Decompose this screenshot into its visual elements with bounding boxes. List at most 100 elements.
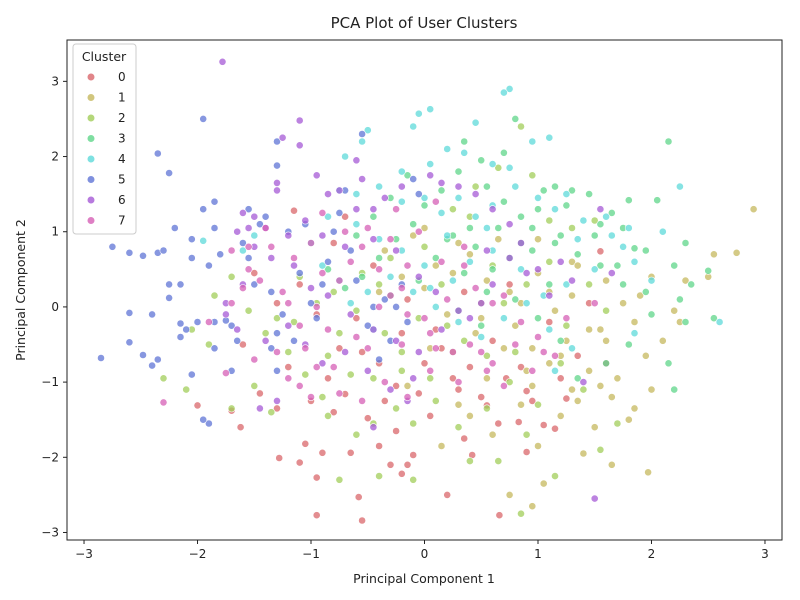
data-point <box>267 408 276 417</box>
data-point <box>585 325 593 334</box>
data-point <box>505 85 514 93</box>
data-point <box>630 244 639 253</box>
data-point <box>528 224 537 232</box>
data-point <box>159 374 168 383</box>
data-point <box>363 126 372 135</box>
data-point <box>562 321 571 330</box>
data-point <box>511 340 520 349</box>
data-point <box>624 415 633 424</box>
data-point <box>426 160 435 168</box>
data-point <box>499 291 508 300</box>
data-point <box>352 333 361 341</box>
data-point <box>528 246 537 255</box>
x-tick-label: 0 <box>421 547 429 561</box>
data-point <box>403 393 412 401</box>
data-point <box>139 251 147 260</box>
data-point <box>517 265 525 274</box>
data-point <box>409 419 418 428</box>
data-point <box>681 276 690 285</box>
data-point <box>295 280 304 289</box>
data-point <box>613 261 622 270</box>
data-point <box>295 381 304 390</box>
data-point <box>681 239 690 247</box>
data-point <box>454 193 463 202</box>
data-point <box>227 272 236 281</box>
data-point <box>539 186 548 195</box>
data-point <box>499 314 508 323</box>
data-point <box>318 280 327 289</box>
data-point <box>261 336 270 345</box>
data-point <box>562 394 571 403</box>
data-point <box>187 254 196 262</box>
data-point <box>437 208 446 217</box>
data-point <box>363 344 372 353</box>
data-point <box>341 242 349 251</box>
data-point <box>352 430 361 439</box>
data-point <box>358 396 366 405</box>
data-point <box>318 208 327 217</box>
data-point <box>375 442 383 450</box>
data-point <box>290 254 298 262</box>
data-point <box>290 261 298 270</box>
data-point <box>273 396 281 405</box>
data-point <box>380 378 389 386</box>
data-point <box>397 340 406 349</box>
data-point <box>517 363 525 371</box>
data-point <box>125 248 134 257</box>
legend-marker-6 <box>86 195 96 205</box>
data-point <box>514 418 523 426</box>
data-point <box>295 321 304 330</box>
data-point <box>658 336 667 345</box>
data-point <box>329 287 338 296</box>
data-point <box>607 393 616 401</box>
data-point <box>647 276 656 285</box>
data-point <box>386 291 395 300</box>
data-point <box>454 400 463 409</box>
series-2 <box>159 122 622 518</box>
data-point <box>193 318 202 326</box>
data-point <box>551 472 559 480</box>
data-point <box>471 190 480 198</box>
data-point <box>187 370 196 379</box>
data-point <box>528 381 537 390</box>
data-point <box>443 490 452 499</box>
data-point <box>539 348 548 356</box>
data-point <box>482 276 491 285</box>
data-point <box>380 193 389 202</box>
data-point <box>602 336 610 345</box>
data-point <box>505 220 514 229</box>
data-point <box>630 404 639 413</box>
data-point <box>505 254 514 262</box>
data-point <box>448 269 457 277</box>
data-point <box>250 212 259 221</box>
data-point <box>335 208 344 217</box>
data-point <box>431 254 440 262</box>
data-point <box>465 457 474 465</box>
data-point <box>159 398 168 407</box>
data-point <box>426 105 435 114</box>
data-point <box>97 354 105 362</box>
data-point <box>579 449 588 458</box>
data-point <box>386 272 395 281</box>
data-point <box>307 393 315 401</box>
data-point <box>369 205 378 214</box>
series-7 <box>159 197 599 407</box>
data-point <box>329 408 338 417</box>
data-point <box>244 265 253 274</box>
data-point <box>471 284 480 292</box>
legend-marker-7 <box>86 216 96 225</box>
y-tick-label: 1 <box>51 225 59 239</box>
data-point <box>307 299 315 308</box>
data-point <box>375 265 383 274</box>
data-point <box>307 284 315 292</box>
data-point <box>534 333 542 341</box>
data-point <box>454 167 463 176</box>
data-point <box>352 276 361 285</box>
data-point <box>324 325 332 334</box>
data-point <box>267 242 276 251</box>
data-point <box>369 261 378 270</box>
data-point <box>392 246 400 255</box>
data-point <box>630 329 639 338</box>
data-point <box>176 333 185 341</box>
data-point <box>210 344 219 353</box>
